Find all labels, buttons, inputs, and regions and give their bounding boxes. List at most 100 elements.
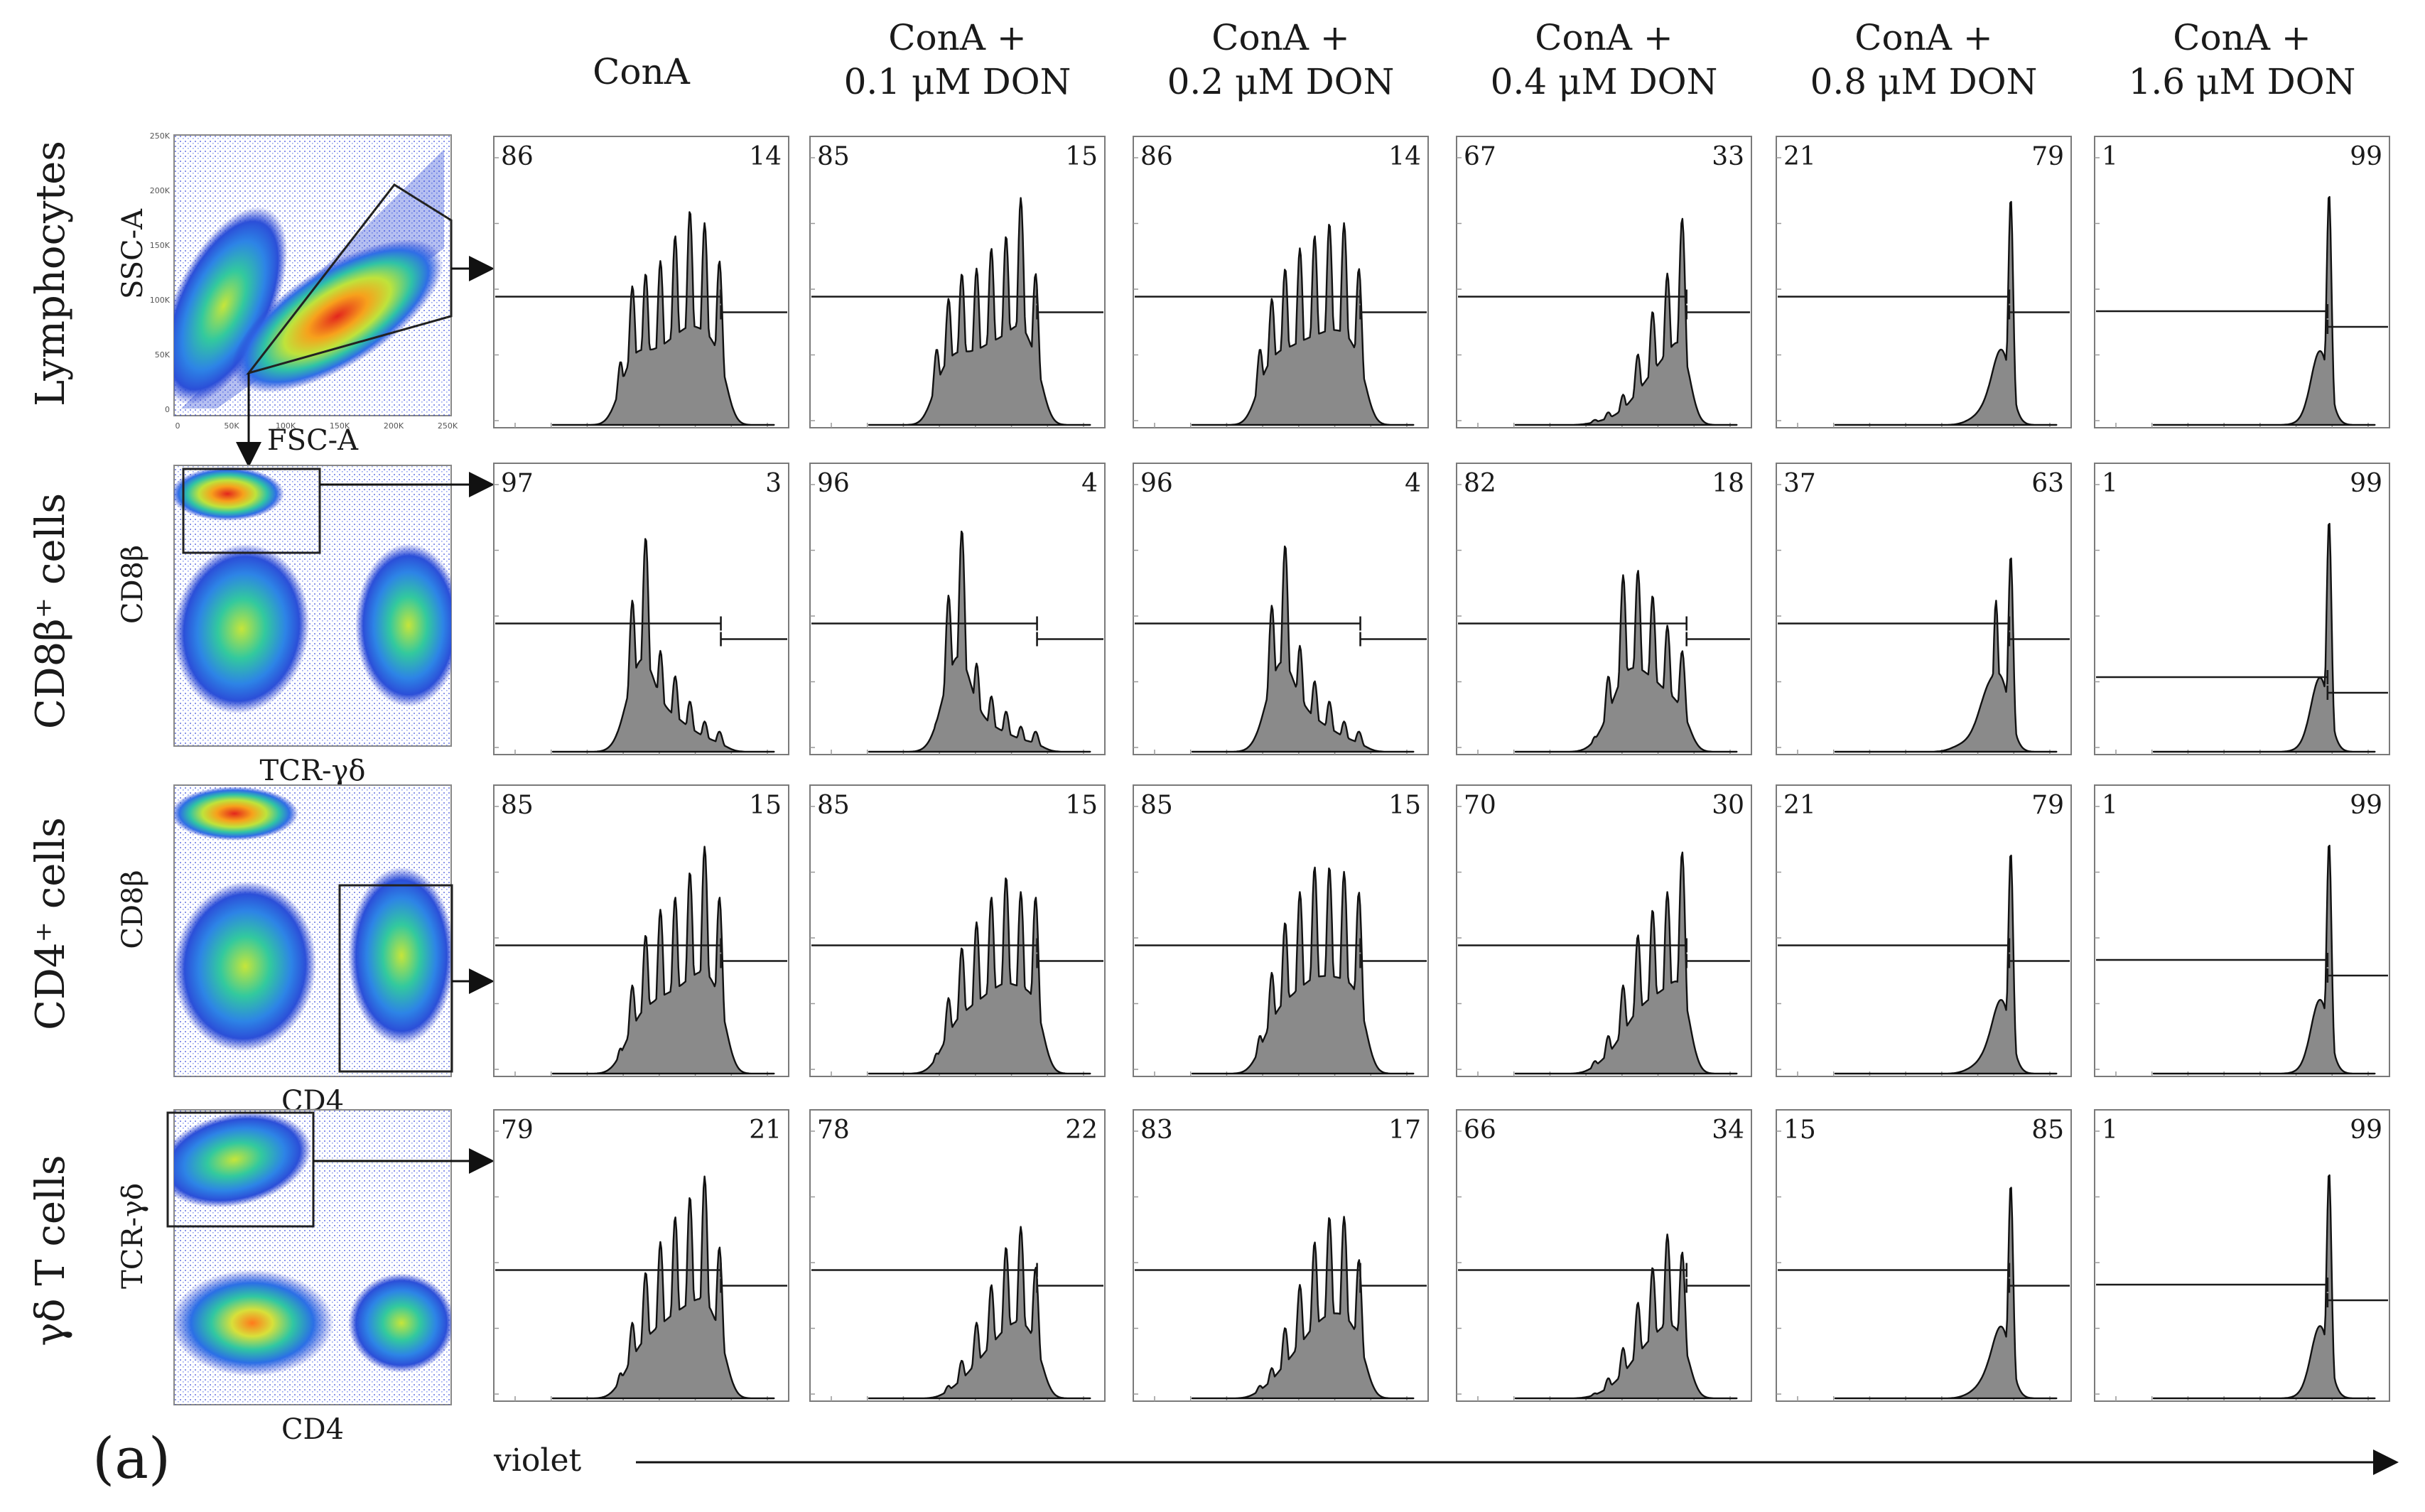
violet-axis-label: violet (493, 1442, 582, 1479)
gating-y-tick-label: 50K (155, 350, 171, 360)
histogram-panel: 86 14 (493, 136, 789, 428)
histogram-grid: 86 14 85 15 86 14 67 33 21 79 1 99 97 3 96 4 96 4 82 18 37 63… (493, 136, 2390, 1402)
scatter-population-lymphocytes (232, 239, 443, 393)
population-gate-1 (182, 468, 321, 554)
scatter-population-cd4 (348, 867, 451, 1044)
right-percentage: 18 (1712, 469, 1744, 498)
right-percentage: 17 (1388, 1116, 1421, 1145)
histogram-panel: 1 99 (2094, 784, 2390, 1077)
right-percentage: 4 (1405, 469, 1421, 498)
histogram-frame (2094, 463, 2390, 755)
histogram-curve (2152, 195, 2376, 426)
right-percentage: 99 (2350, 469, 2382, 498)
gating-ylabel-2: CD8β (117, 870, 149, 949)
histogram-panel: 15 85 (1776, 1109, 2072, 1402)
scatter-population-debris (174, 206, 288, 405)
histogram-curve (1514, 570, 1738, 753)
histogram-curve (1191, 222, 1415, 426)
right-percentage: 33 (1712, 142, 1744, 171)
column-header-2-line-0: ConA + (1211, 17, 1349, 58)
histogram-panel: 96 4 (1133, 463, 1429, 755)
column-header-1-line-1: 0.1 μM DON (844, 61, 1071, 102)
histogram-panel: 83 17 (1133, 1109, 1429, 1402)
right-percentage: 63 (2031, 469, 2064, 498)
gating-x-tick-label: 50K (224, 421, 239, 431)
histogram-panel: 21 79 (1776, 784, 2072, 1077)
scatter-population-cd8 (174, 467, 284, 521)
right-percentage: 15 (1065, 142, 1098, 171)
histogram-panel: 37 63 (1776, 463, 2072, 755)
column-header-3-line-0: ConA + (1535, 17, 1673, 58)
gating-xlabel-0: FSC-A (267, 424, 359, 457)
left-percentage: 79 (501, 1116, 534, 1145)
right-percentage: 4 (1081, 469, 1098, 498)
left-percentage: 78 (817, 1116, 850, 1145)
left-percentage: 85 (1140, 791, 1173, 820)
histogram-curve (1514, 217, 1738, 426)
histogram-frame (1133, 1109, 1429, 1402)
right-percentage: 14 (749, 142, 782, 171)
left-percentage: 21 (1783, 791, 1816, 820)
right-percentage: 99 (2350, 791, 2382, 820)
right-percentage: 34 (1712, 1116, 1744, 1145)
right-percentage: 99 (2350, 142, 2382, 171)
histogram-panel: 97 3 (493, 463, 789, 755)
gating-plot-3: TCR-γδ CD4 (117, 1109, 495, 1446)
histogram-curve (1834, 1187, 2058, 1400)
left-percentage: 85 (817, 142, 850, 171)
histogram-curve (2152, 522, 2376, 753)
histogram-curve (868, 530, 1091, 753)
histogram-curve (551, 211, 775, 426)
row-header-2: CD4⁺ cells (28, 817, 74, 1030)
histogram-panel: 66 34 (1456, 1109, 1752, 1402)
gating-x-tick-label: 250K (438, 421, 458, 431)
scatter-population-double-neg (174, 544, 310, 714)
row-header-1: CD8β⁺ cells (28, 493, 74, 729)
column-header-3-line-1: 0.4 μM DON (1491, 61, 1718, 102)
histogram-curve (1834, 200, 2058, 426)
left-percentage: 86 (501, 142, 534, 171)
population-gate-3 (166, 1111, 315, 1228)
left-percentage: 1 (2102, 791, 2118, 820)
left-percentage: 15 (1783, 1116, 1816, 1145)
gating-y-tick-label: 250K (150, 131, 171, 141)
row-header-0: Lymphocytes (28, 141, 74, 406)
histogram-curve (868, 1226, 1091, 1400)
left-percentage: 86 (1140, 142, 1173, 171)
left-percentage: 85 (817, 791, 850, 820)
histogram-curve (2152, 844, 2376, 1075)
right-percentage: 14 (1388, 142, 1421, 171)
histogram-panel: 78 22 (809, 1109, 1106, 1402)
histogram-curve (551, 1175, 775, 1400)
histogram-curve (1834, 557, 2058, 753)
population-gate-2 (338, 884, 453, 1073)
histogram-frame (1776, 1109, 2072, 1402)
histogram-curve (1834, 854, 2058, 1075)
right-percentage: 15 (1065, 791, 1098, 820)
left-percentage: 96 (1140, 469, 1173, 498)
histogram-frame (1776, 463, 2072, 755)
right-percentage: 15 (1388, 791, 1421, 820)
histogram-panel: 82 18 (1456, 463, 1752, 755)
histogram-panel: 86 14 (1133, 136, 1429, 428)
gating-y-tick-label: 0 (165, 405, 170, 414)
row-header-3: γδ T cells (28, 1155, 74, 1346)
histogram-curve (551, 538, 775, 753)
gating-plot-0: SSC-A FSC-A 0 50K 100K 150K 200K 250K 0 50K 100K 15… (117, 131, 495, 468)
histogram-frame (1456, 463, 1752, 755)
histogram-frame (2094, 784, 2390, 1077)
histogram-panel: 85 15 (493, 784, 789, 1077)
left-percentage: 1 (2102, 469, 2118, 498)
histogram-curve (1514, 1233, 1738, 1400)
histogram-frame (1456, 136, 1752, 428)
scatter-population-cd8 (174, 787, 298, 841)
histogram-curve (868, 878, 1091, 1075)
left-percentage: 70 (1464, 791, 1496, 820)
left-percentage: 21 (1783, 142, 1816, 171)
histogram-frame (1776, 784, 2072, 1077)
gating-y-tick-label: 200K (150, 186, 171, 195)
gating-y-tick-label: 100K (150, 296, 171, 305)
left-percentage: 97 (501, 469, 534, 498)
scatter-population-double-neg (174, 881, 317, 1052)
